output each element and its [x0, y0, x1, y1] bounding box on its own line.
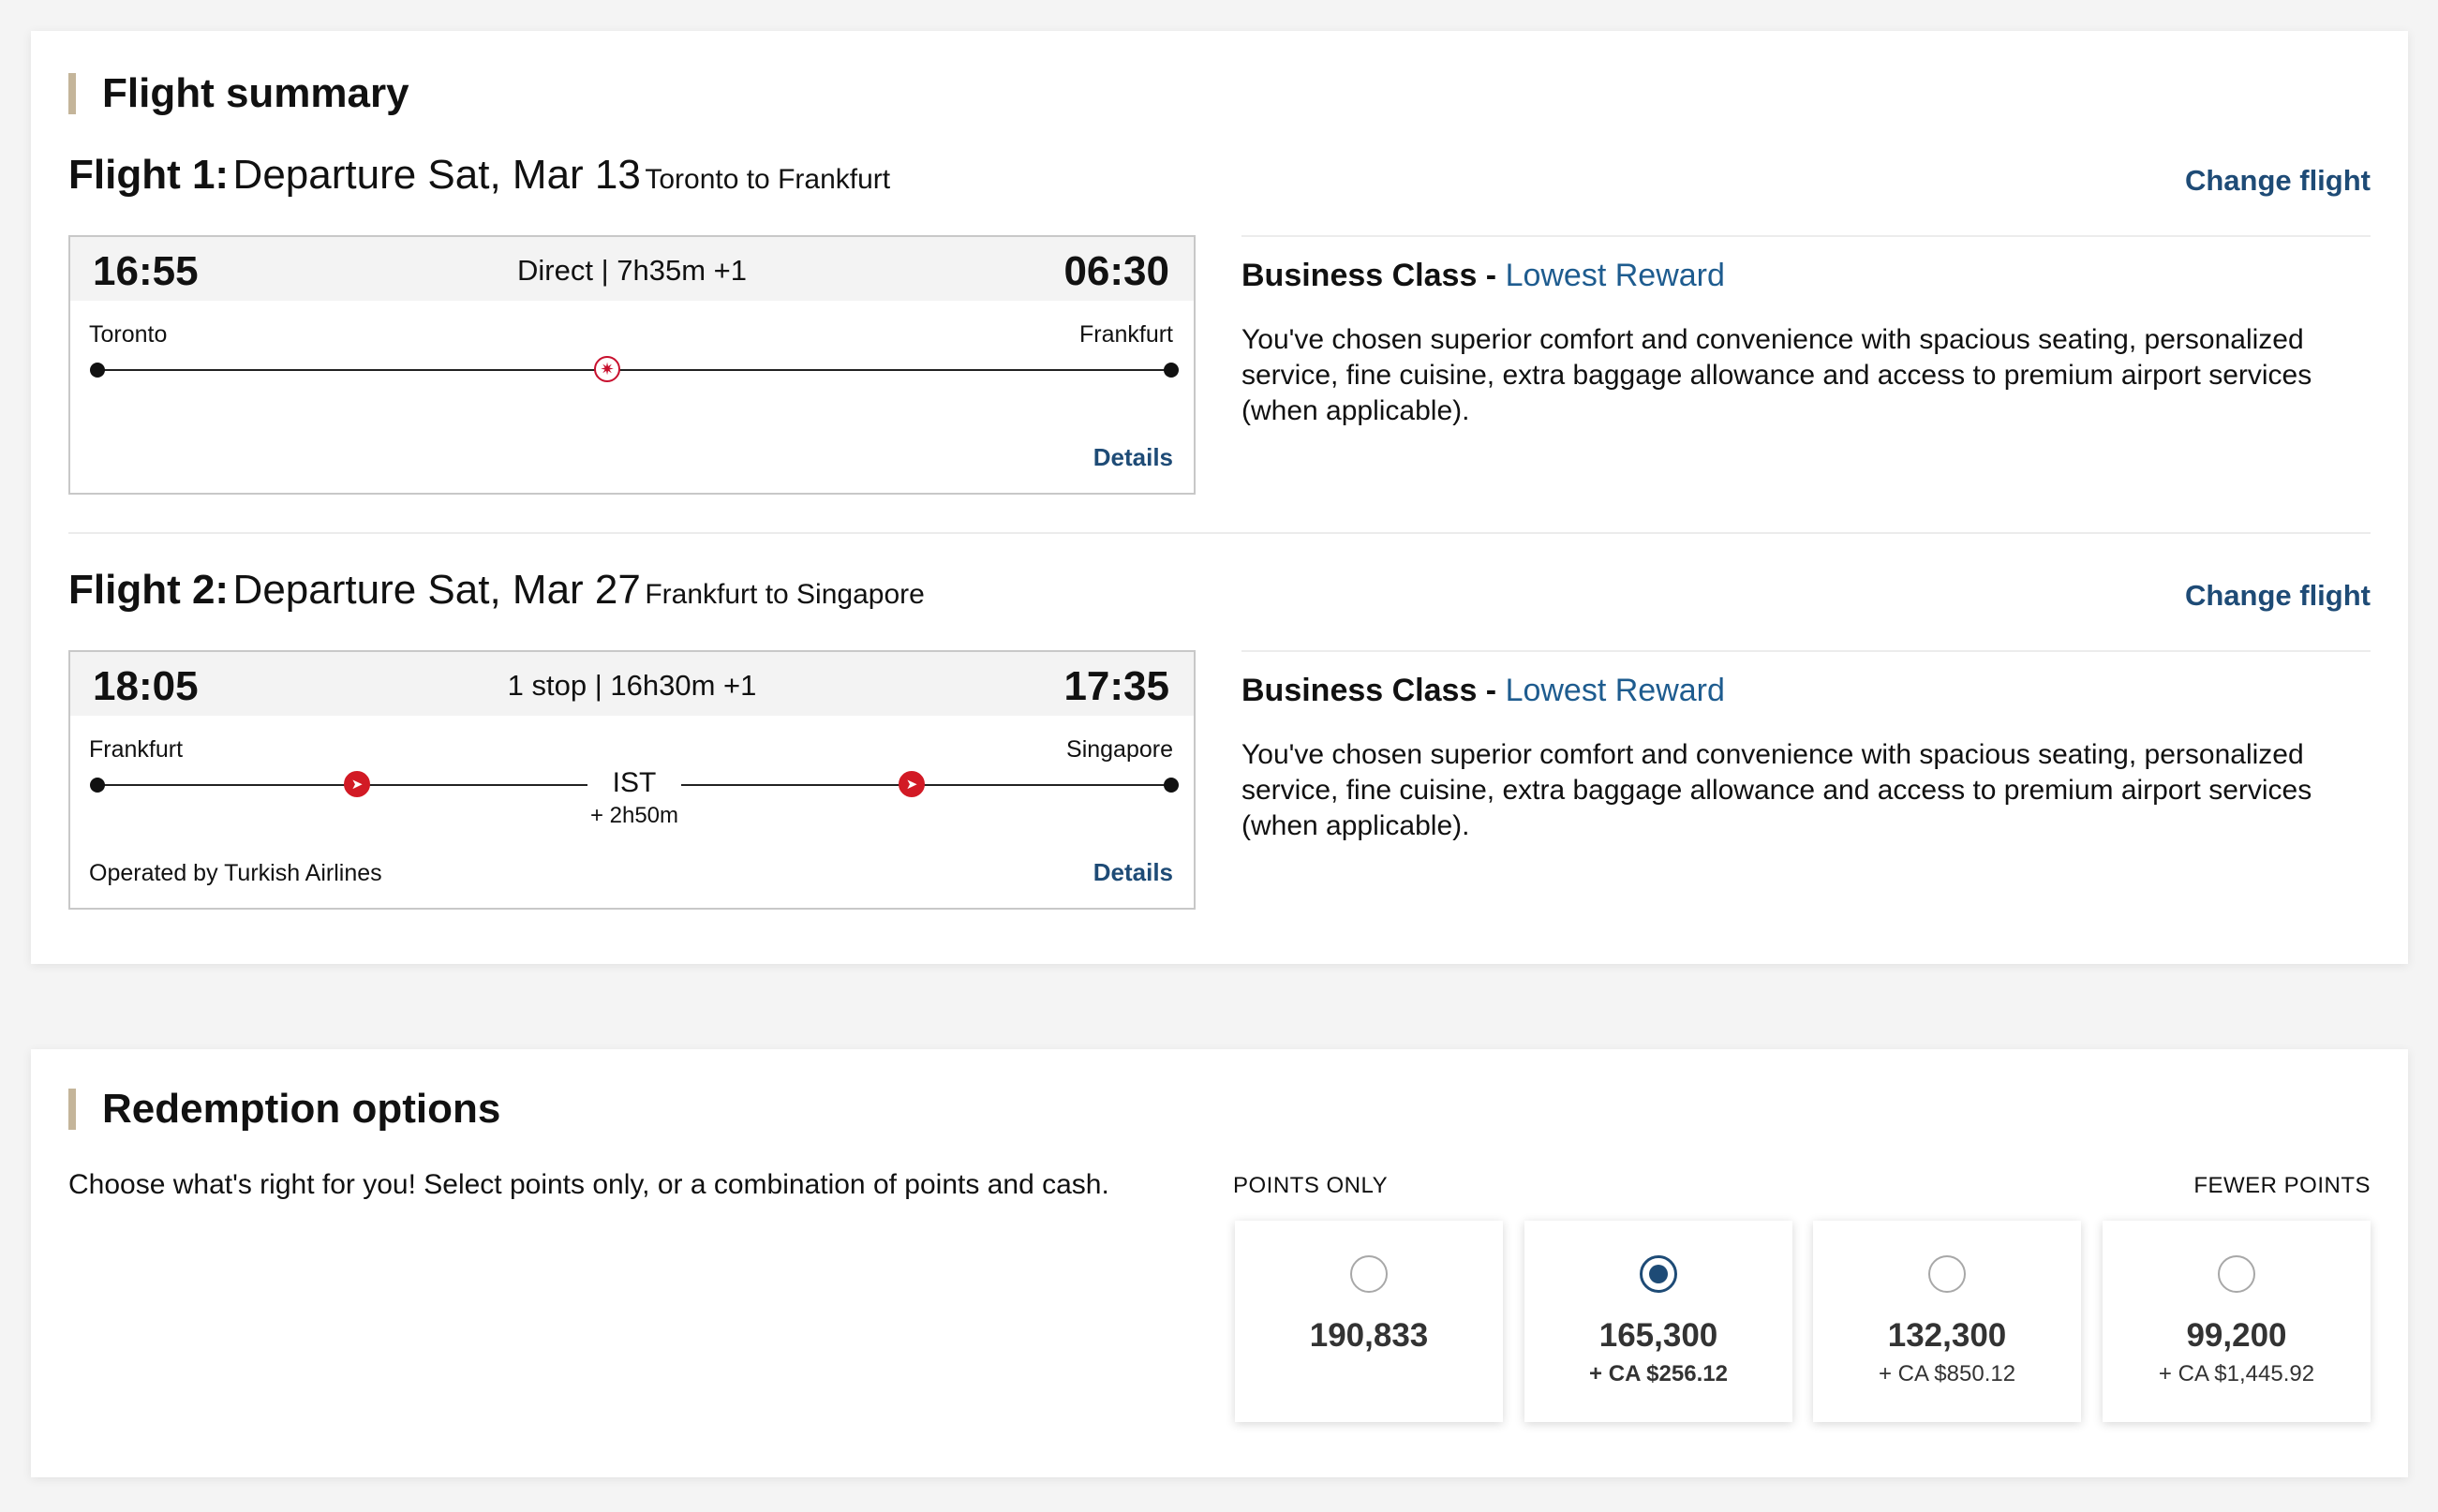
- itinerary-box: 18:05 1 stop | 16h30m +1 17:35 Frankfurt…: [68, 650, 1196, 910]
- redemption-option[interactable]: 99,200 + CA $1,445.92: [2103, 1221, 2371, 1422]
- redemption-title: Redemption options: [68, 1089, 500, 1130]
- option-points: 190,833: [1309, 1317, 1429, 1354]
- flight-summary-card: Flight summary Flight 1: Departure Sat, …: [31, 31, 2408, 964]
- turkish-airlines-icon: ➤: [344, 771, 370, 797]
- departure-time: 18:05: [93, 663, 199, 709]
- maple-leaf-icon: ✷: [594, 356, 620, 382]
- itinerary-header: 16:55 Direct | 7h35m +1 06:30: [70, 237, 1194, 301]
- option-points: 132,300: [1887, 1317, 2007, 1354]
- redemption-option[interactable]: 190,833: [1235, 1221, 1503, 1422]
- details-link[interactable]: Details: [1093, 443, 1173, 471]
- option-points: 165,300: [1598, 1317, 1718, 1354]
- destination-dot: [1164, 778, 1179, 793]
- layover-duration: + 2h50m: [589, 803, 679, 828]
- redemption-option[interactable]: 132,300 + CA $850.12: [1813, 1221, 2081, 1422]
- itinerary-box: 16:55 Direct | 7h35m +1 06:30 Toronto Fr…: [68, 235, 1196, 495]
- fare-description: You've chosen superior comfort and conve…: [1241, 324, 2312, 426]
- fare-type-label: Lowest Reward: [1505, 258, 1725, 293]
- redemption-intro: Choose what's right for you! Select poin…: [68, 1169, 1109, 1200]
- origin-dot: [90, 778, 105, 793]
- stopover-code: IST: [587, 766, 681, 800]
- option-cash: + CA $1,445.92: [2158, 1361, 2315, 1386]
- arrival-time: 06:30: [1063, 248, 1169, 294]
- radio-button-selected[interactable]: [1640, 1255, 1677, 1293]
- cabin-class-label: Business Class -: [1241, 258, 1506, 293]
- radio-button[interactable]: [1928, 1255, 1966, 1293]
- destination-city: Frankfurt: [1078, 321, 1173, 348]
- destination-city: Singapore: [1066, 736, 1173, 763]
- fare-class: Business Class - Lowest Reward: [1241, 258, 2371, 294]
- option-cash: + CA $256.12: [1589, 1361, 1728, 1386]
- arrival-time: 17:35: [1063, 663, 1169, 709]
- origin-city: Frankfurt: [89, 736, 184, 763]
- flight-heading: Flight 1: Departure Sat, Mar 13 Toronto …: [68, 155, 890, 196]
- flight-number-label: Flight 1:: [68, 152, 230, 198]
- flight-heading: Flight 2: Departure Sat, Mar 27 Frankfur…: [68, 570, 925, 611]
- origin-city: Toronto: [89, 321, 168, 348]
- destination-dot: [1164, 363, 1179, 378]
- fare-class: Business Class - Lowest Reward: [1241, 673, 2371, 709]
- redemption-option-list: 190,833 165,300 + CA $256.12 132,300 + C…: [1235, 1221, 2371, 1422]
- change-flight-link[interactable]: Change flight: [2184, 164, 2371, 197]
- flight-summary-title: Flight summary: [68, 73, 409, 114]
- origin-dot: [90, 363, 105, 378]
- fewer-points-label: FEWER POINTS: [2193, 1173, 2371, 1198]
- change-flight-link[interactable]: Change flight: [2184, 579, 2371, 612]
- turkish-airlines-icon: ➤: [899, 771, 925, 797]
- points-only-label: POINTS ONLY: [1233, 1173, 1389, 1198]
- option-cash: + CA $850.12: [1878, 1361, 2016, 1386]
- divider: [68, 532, 2371, 534]
- departure-time: 16:55: [93, 248, 199, 294]
- fare-info: Business Class - Lowest Reward You've ch…: [1241, 235, 2371, 429]
- departure-date: Departure Sat, Mar 13: [232, 152, 641, 198]
- flight-number-label: Flight 2:: [68, 567, 230, 613]
- cabin-class-label: Business Class -: [1241, 673, 1506, 708]
- fare-type-label: Lowest Reward: [1505, 673, 1725, 708]
- route-track: [97, 369, 1172, 371]
- departure-date: Departure Sat, Mar 27: [232, 567, 641, 613]
- flight-duration: 1 stop | 16h30m +1: [507, 669, 757, 702]
- flight-duration: Direct | 7h35m +1: [517, 254, 747, 287]
- redemption-option[interactable]: 165,300 + CA $256.12: [1524, 1221, 1792, 1422]
- flight-route: Frankfurt to Singapore: [645, 579, 925, 610]
- fare-description: You've chosen superior comfort and conve…: [1241, 739, 2312, 841]
- flight-route: Toronto to Frankfurt: [645, 164, 891, 195]
- operated-by: Operated by Turkish Airlines: [89, 860, 382, 886]
- itinerary-header: 18:05 1 stop | 16h30m +1 17:35: [70, 652, 1194, 716]
- radio-button[interactable]: [2218, 1255, 2255, 1293]
- radio-button[interactable]: [1350, 1255, 1388, 1293]
- details-link[interactable]: Details: [1093, 858, 1173, 886]
- option-points: 99,200: [2186, 1317, 2287, 1354]
- redemption-options-card: Redemption options Choose what's right f…: [31, 1049, 2408, 1477]
- fare-info: Business Class - Lowest Reward You've ch…: [1241, 650, 2371, 844]
